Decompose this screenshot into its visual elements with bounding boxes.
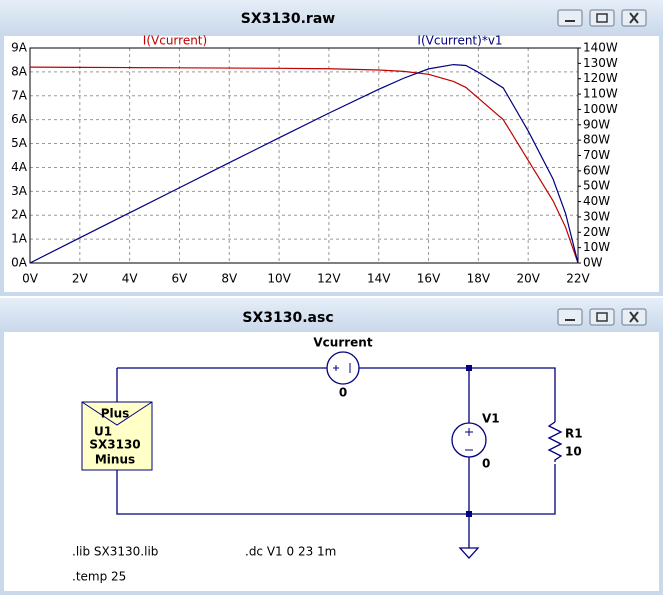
schematic: Vcurrent 0 V1 0 R1 10 Plus U1 SX3130 Min… <box>72 336 583 584</box>
component-model: SX3130 <box>89 438 140 452</box>
y2-tick-label: 80W <box>583 133 610 147</box>
y2-tick-label: 50W <box>583 179 610 193</box>
y2-tick-label: 110W <box>583 87 618 101</box>
y2-tick-label: 70W <box>583 148 610 162</box>
x-tick-label: 6V <box>172 272 189 286</box>
window-title: SX3130.raw <box>241 11 336 27</box>
series-line <box>29 63 579 264</box>
y-tick-label: 1A <box>11 232 28 246</box>
x-tick-label: 16V <box>417 272 441 286</box>
x-tick-label: 4V <box>122 272 139 286</box>
y-tick-label: 5A <box>11 136 28 150</box>
pin-label: Minus <box>95 453 135 467</box>
v1-symbol <box>451 422 487 458</box>
y-tick-label: 2A <box>11 208 28 222</box>
directive: .temp 25 <box>72 570 126 584</box>
component-value: 10 <box>565 445 582 459</box>
y-tick-label: 6A <box>11 112 28 126</box>
x-tick-label: 10V <box>267 272 291 286</box>
y2-tick-label: 20W <box>583 225 610 239</box>
window-buttons[interactable] <box>557 9 647 27</box>
x-tick-label: 0V <box>22 272 39 286</box>
r1-symbol <box>547 421 563 462</box>
component-name: V1 <box>482 412 500 426</box>
y-tick-label: 8A <box>11 64 28 78</box>
y2-tick-label: 30W <box>583 209 610 223</box>
vcurrent-sign <box>333 363 351 373</box>
y-tick-label: 3A <box>11 184 28 198</box>
component-value: 0 <box>339 386 347 400</box>
y-tick-label: 9A <box>11 41 28 55</box>
x-tick-label: 20V <box>516 272 540 286</box>
x-tick-label: 8V <box>221 272 238 286</box>
u1-envelope <box>81 401 153 426</box>
y2-tick-label: 100W <box>583 102 618 116</box>
directive: .lib SX3130.lib <box>72 545 158 559</box>
y2-tick-label: 130W <box>583 56 618 70</box>
legend-entry: I(Vcurrent)*v1 <box>417 34 502 48</box>
component-value: 0 <box>482 457 490 471</box>
series-line <box>29 66 579 264</box>
pin-label: Plus <box>101 407 130 421</box>
y2-tick-label: 10W <box>583 240 610 254</box>
node <box>466 511 472 517</box>
x-tick-label: 18V <box>467 272 491 286</box>
ground <box>458 547 480 559</box>
window-title: SX3130.asc <box>242 310 333 326</box>
legend-entry: I(Vcurrent) <box>143 34 207 48</box>
y2-tick-label: 90W <box>583 117 610 131</box>
y2-tick-label: 60W <box>583 163 610 177</box>
x-tick-label: 12V <box>317 272 341 286</box>
title-bar <box>0 0 663 36</box>
window-buttons[interactable] <box>557 308 647 326</box>
y-tick-label: 4A <box>11 160 28 174</box>
x-tick-label: 22V <box>566 272 590 286</box>
node <box>466 365 472 371</box>
plot-frame <box>29 47 579 264</box>
component-name: U1 <box>94 425 112 439</box>
y2-tick-label: 120W <box>583 71 618 85</box>
wires <box>116 367 556 548</box>
y-tick-label: 7A <box>11 88 28 102</box>
v1-sign <box>465 428 473 451</box>
y2-tick-label: 40W <box>583 194 610 208</box>
y2-tick-label: 0W <box>583 256 603 270</box>
y-tick-label: 0A <box>11 256 28 270</box>
y2-tick-label: 140W <box>583 41 618 55</box>
component-name: Vcurrent <box>313 336 372 350</box>
plot-pane <box>4 36 659 292</box>
x-tick-label: 2V <box>72 272 89 286</box>
x-tick-label: 14V <box>367 272 391 286</box>
component-name: R1 <box>565 427 583 441</box>
title-bar <box>0 298 663 332</box>
u1-symbol <box>81 401 153 471</box>
plot: 0A 1A 2A 3A 4A 5A 6A 7A 8A 9A 0V 2V 4V 6V 8V 10V 12V 14V 1… <box>11 34 618 286</box>
directive: .dc V1 0 23 1m <box>245 545 336 559</box>
vcurrent-symbol <box>326 351 360 385</box>
